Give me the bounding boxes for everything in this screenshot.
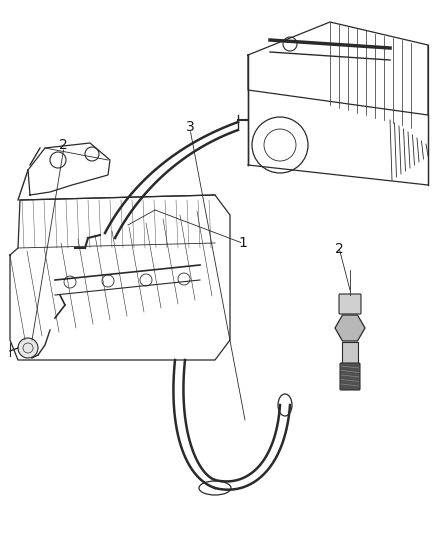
Text: 2: 2	[59, 138, 68, 152]
Bar	[342, 342, 358, 364]
Text: 3: 3	[186, 120, 195, 134]
Text: 2: 2	[335, 243, 344, 256]
Circle shape	[18, 338, 38, 358]
FancyBboxPatch shape	[339, 294, 361, 314]
FancyBboxPatch shape	[340, 363, 360, 390]
Text: 1: 1	[239, 236, 247, 249]
